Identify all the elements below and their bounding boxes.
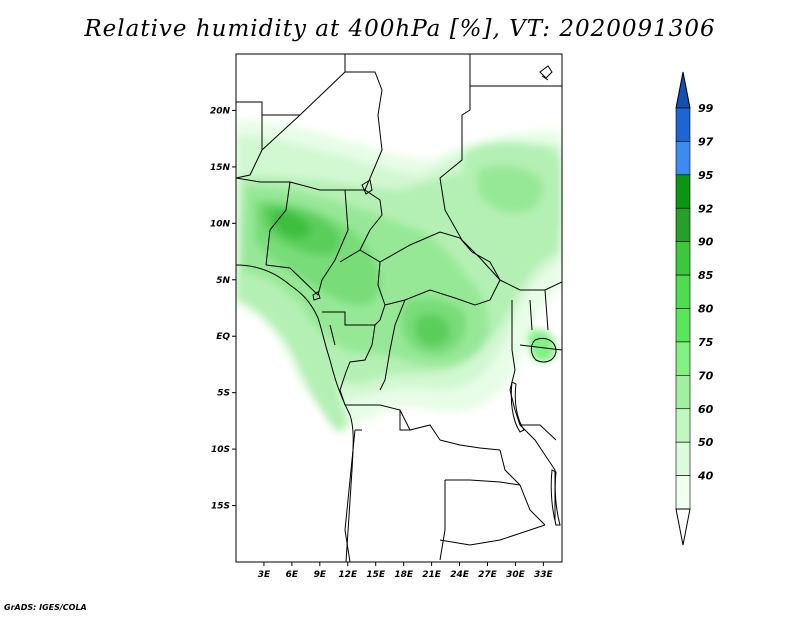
lon-label: 6E	[286, 570, 299, 580]
lon-label: 18E	[394, 570, 414, 580]
lon-label: 3E	[258, 570, 271, 580]
colorbar-segment	[675, 441, 691, 476]
lat-label: 15S	[211, 502, 230, 512]
humidity-shading	[236, 119, 562, 432]
lon-label: 9E	[314, 570, 327, 580]
lat-label: 10N	[210, 219, 231, 229]
colorbar: 99 97 95 92 90 85 80 75 70 60 50 40	[675, 71, 714, 546]
colorbar-label: 75	[698, 336, 714, 349]
lat-label: 5S	[217, 389, 230, 399]
colorbar-segment	[675, 207, 691, 242]
lat-label: 10S	[211, 445, 230, 455]
colorbar-label: 85	[698, 269, 714, 282]
map-title: Relative humidity at 400hPa [%], VT: 202…	[84, 16, 716, 42]
lon-label: 27E	[478, 570, 498, 580]
lat-label: 5N	[216, 276, 230, 286]
longitude-axis: 3E 6E 9E 12E 15E 18E 21E 24E 27E 30E 33E	[258, 562, 554, 580]
colorbar-label: 40	[697, 470, 714, 483]
colorbar-label: 90	[698, 236, 714, 249]
colorbar-label: 80	[698, 303, 714, 316]
colorbar-cap-top	[675, 71, 691, 109]
colorbar-label: 60	[698, 403, 714, 416]
lat-label: 20N	[210, 106, 231, 116]
colorbar-segment	[675, 341, 691, 376]
colorbar-segment	[675, 141, 691, 176]
colorbar-label: 95	[698, 169, 714, 182]
colorbar-segment	[675, 308, 691, 343]
colorbar-segment	[675, 174, 691, 209]
map-frame	[235, 53, 563, 563]
colorbar-segment	[675, 475, 691, 510]
lon-label: 21E	[422, 570, 442, 580]
lat-label: 15N	[210, 163, 231, 173]
lon-label: 30E	[506, 570, 526, 580]
colorbar-label: 50	[698, 436, 714, 449]
lon-label: 24E	[450, 570, 470, 580]
colorbar-label: 70	[698, 369, 714, 382]
colorbar-label: 92	[698, 202, 714, 215]
credit-label: GrADS: IGES/COLA	[4, 603, 87, 612]
country-borders	[236, 54, 562, 562]
colorbar-segment	[675, 107, 691, 142]
colorbar-cap-bottom	[675, 508, 691, 546]
colorbar-segment	[675, 375, 691, 410]
colorbar-segment	[675, 274, 691, 309]
colorbar-segment	[675, 408, 691, 443]
lat-label: EQ	[216, 332, 230, 342]
lon-label: 12E	[338, 570, 358, 580]
lon-label: 33E	[534, 570, 554, 580]
colorbar-label: 99	[698, 102, 714, 115]
colorbar-segment	[675, 241, 691, 276]
colorbar-label: 97	[698, 135, 714, 148]
latitude-axis: 20N 15N 10N 5N EQ 5S 10S 15S	[210, 106, 236, 512]
lon-label: 15E	[366, 570, 386, 580]
